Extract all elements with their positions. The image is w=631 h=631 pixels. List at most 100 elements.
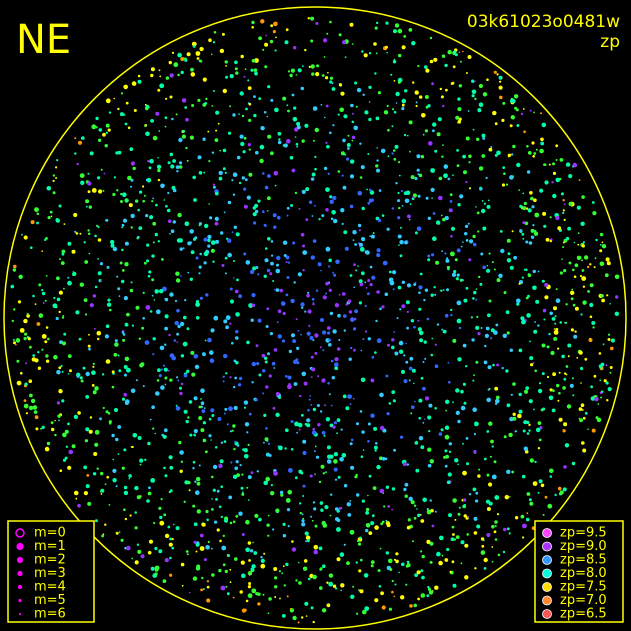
- star: [305, 187, 310, 192]
- star: [232, 596, 235, 599]
- star: [137, 74, 141, 78]
- star: [150, 478, 156, 483]
- star: [150, 67, 155, 72]
- star: [340, 507, 343, 509]
- star: [310, 403, 313, 406]
- star: [492, 110, 497, 116]
- star: [522, 536, 525, 539]
- star: [549, 239, 552, 243]
- star: [595, 238, 598, 242]
- star: [281, 614, 286, 618]
- star: [228, 406, 233, 412]
- star: [123, 508, 126, 512]
- star: [496, 278, 501, 283]
- star: [489, 455, 492, 458]
- star: [349, 22, 354, 27]
- star: [314, 333, 319, 338]
- star: [376, 338, 382, 344]
- star: [357, 542, 362, 546]
- star: [560, 192, 564, 196]
- star: [381, 214, 385, 217]
- star: [461, 279, 464, 282]
- star: [487, 199, 490, 202]
- star: [61, 399, 65, 403]
- star: [465, 72, 468, 74]
- star: [327, 71, 329, 74]
- star: [386, 523, 391, 528]
- star: [350, 317, 355, 322]
- star: [263, 480, 269, 486]
- star: [151, 200, 154, 203]
- star: [311, 172, 316, 177]
- star: [559, 490, 564, 495]
- star: [267, 514, 270, 517]
- star: [562, 386, 566, 390]
- star: [390, 73, 393, 76]
- star: [426, 509, 432, 515]
- star: [306, 293, 310, 298]
- star: [195, 51, 201, 56]
- star: [305, 535, 311, 540]
- star: [525, 296, 529, 300]
- star: [375, 164, 379, 168]
- star: [251, 26, 254, 29]
- star: [572, 303, 576, 307]
- star: [238, 294, 243, 299]
- star: [243, 136, 247, 140]
- star: [533, 152, 537, 155]
- star: [223, 412, 226, 415]
- star: [259, 158, 264, 164]
- star: [563, 218, 566, 221]
- star: [224, 171, 227, 174]
- star: [518, 189, 521, 192]
- star: [386, 104, 389, 108]
- star: [105, 410, 109, 414]
- star: [452, 401, 454, 404]
- star: [125, 399, 130, 404]
- star: [92, 294, 97, 298]
- star: [69, 369, 72, 373]
- star: [219, 48, 225, 54]
- star: [487, 313, 491, 318]
- star: [483, 202, 486, 205]
- star: [104, 144, 108, 148]
- star: [347, 394, 352, 399]
- star: [273, 471, 278, 476]
- star: [246, 486, 249, 489]
- star: [502, 166, 506, 170]
- star: [383, 505, 386, 508]
- star: [610, 338, 616, 343]
- star: [605, 381, 609, 385]
- star: [366, 188, 368, 191]
- star: [100, 493, 103, 495]
- star: [175, 278, 181, 283]
- star: [181, 134, 186, 139]
- star: [472, 487, 477, 492]
- star: [154, 546, 158, 551]
- star: [457, 357, 462, 362]
- star: [113, 352, 118, 357]
- star: [600, 294, 604, 298]
- star: [124, 322, 129, 327]
- star: [235, 460, 239, 464]
- star: [100, 490, 103, 493]
- star: [380, 522, 384, 526]
- star: [12, 338, 15, 341]
- star: [420, 519, 425, 523]
- star: [334, 507, 339, 511]
- star: [318, 218, 321, 221]
- star: [468, 258, 472, 262]
- star: [482, 265, 486, 270]
- star: [183, 409, 188, 414]
- star: [303, 381, 308, 386]
- star: [129, 147, 134, 152]
- star: [481, 154, 486, 158]
- star: [144, 340, 150, 345]
- star: [519, 204, 523, 208]
- star: [431, 197, 433, 199]
- star: [493, 530, 497, 534]
- star: [475, 360, 479, 364]
- star: [272, 280, 275, 282]
- star: [147, 274, 151, 278]
- star: [55, 166, 58, 169]
